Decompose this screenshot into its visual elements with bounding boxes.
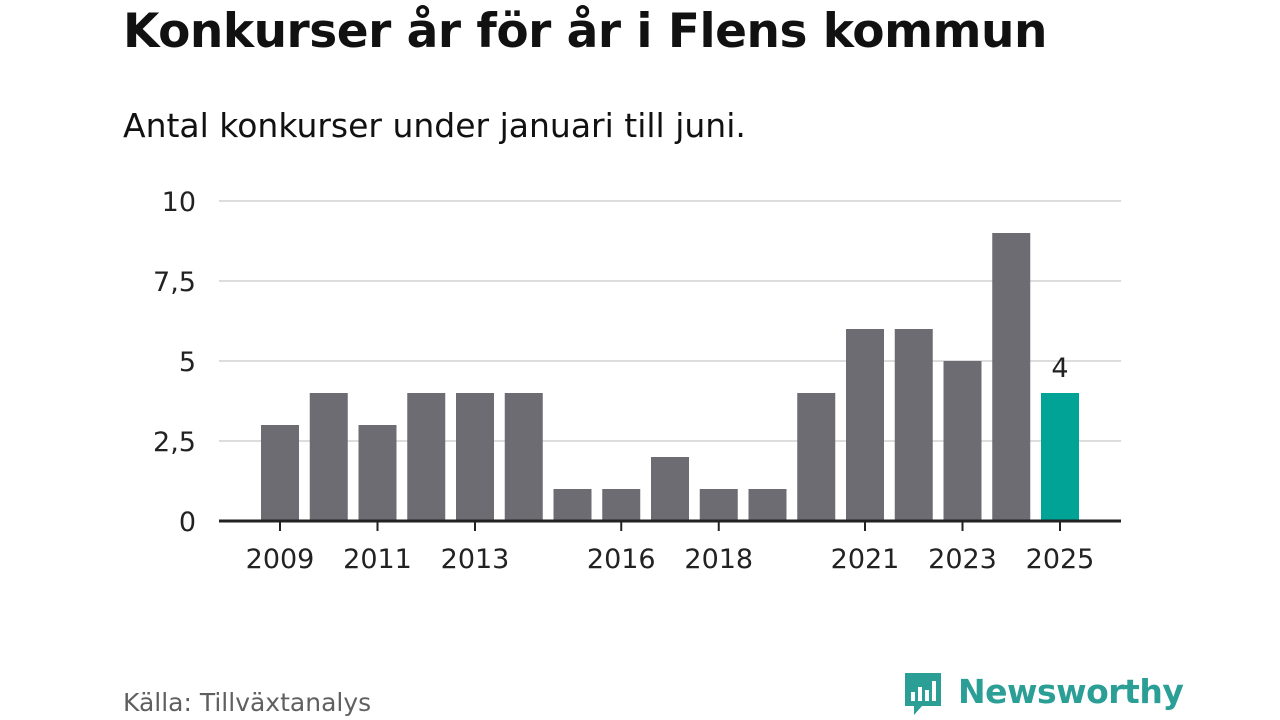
x-tick-label: 2023	[928, 544, 997, 575]
brand-logo: Newsworthy	[900, 670, 1184, 720]
y-tick-label: 7,5	[153, 267, 196, 298]
bar	[504, 393, 543, 521]
bar-chart: 0 2,5 5 7,5 10 4 2009 2011 2013 2016 2018 2021 2023 2…	[153, 187, 1121, 575]
newsworthy-logo-icon	[905, 673, 941, 715]
x-tick-label: 2021	[831, 544, 900, 575]
y-tick-label: 5	[179, 347, 196, 378]
bar	[846, 329, 884, 521]
x-tick-label: 2009	[246, 544, 315, 575]
bar	[261, 425, 299, 521]
bar	[797, 393, 836, 521]
x-tick-label: 2011	[343, 544, 412, 575]
bar	[748, 489, 787, 521]
bar	[602, 489, 641, 521]
brand-name: Newsworthy	[958, 672, 1184, 711]
bar	[894, 329, 933, 521]
x-tick-label: 2016	[587, 544, 656, 575]
bars	[261, 233, 1079, 521]
bar	[943, 361, 982, 521]
bar	[992, 233, 1031, 521]
source-note: Källa: Tillväxtanalys	[123, 688, 372, 717]
x-tick-label: 2018	[684, 544, 753, 575]
bar	[651, 457, 689, 521]
bar	[407, 393, 446, 521]
bar	[699, 489, 738, 521]
axes	[219, 519, 1121, 531]
y-tick-label: 10	[162, 187, 196, 218]
data-label: 4	[1051, 353, 1068, 384]
y-tick-label: 0	[179, 507, 196, 538]
y-tick-label: 2,5	[153, 427, 196, 458]
labels: 0 2,5 5 7,5 10 4 2009 2011 2013 2016 2018 2021 2023 2…	[153, 187, 1094, 575]
bar	[309, 393, 348, 521]
grid-lines	[219, 200, 1121, 442]
x-tick-label: 2013	[441, 544, 510, 575]
bar-highlight	[1041, 393, 1079, 521]
bar	[358, 425, 397, 521]
chart-title: Konkurser år för år i Flens kommun	[123, 4, 1047, 59]
bar	[553, 489, 592, 521]
x-tick-label: 2025	[1026, 544, 1095, 575]
bar	[456, 393, 494, 521]
chart-subtitle: Antal konkurser under januari till juni.	[123, 106, 746, 145]
